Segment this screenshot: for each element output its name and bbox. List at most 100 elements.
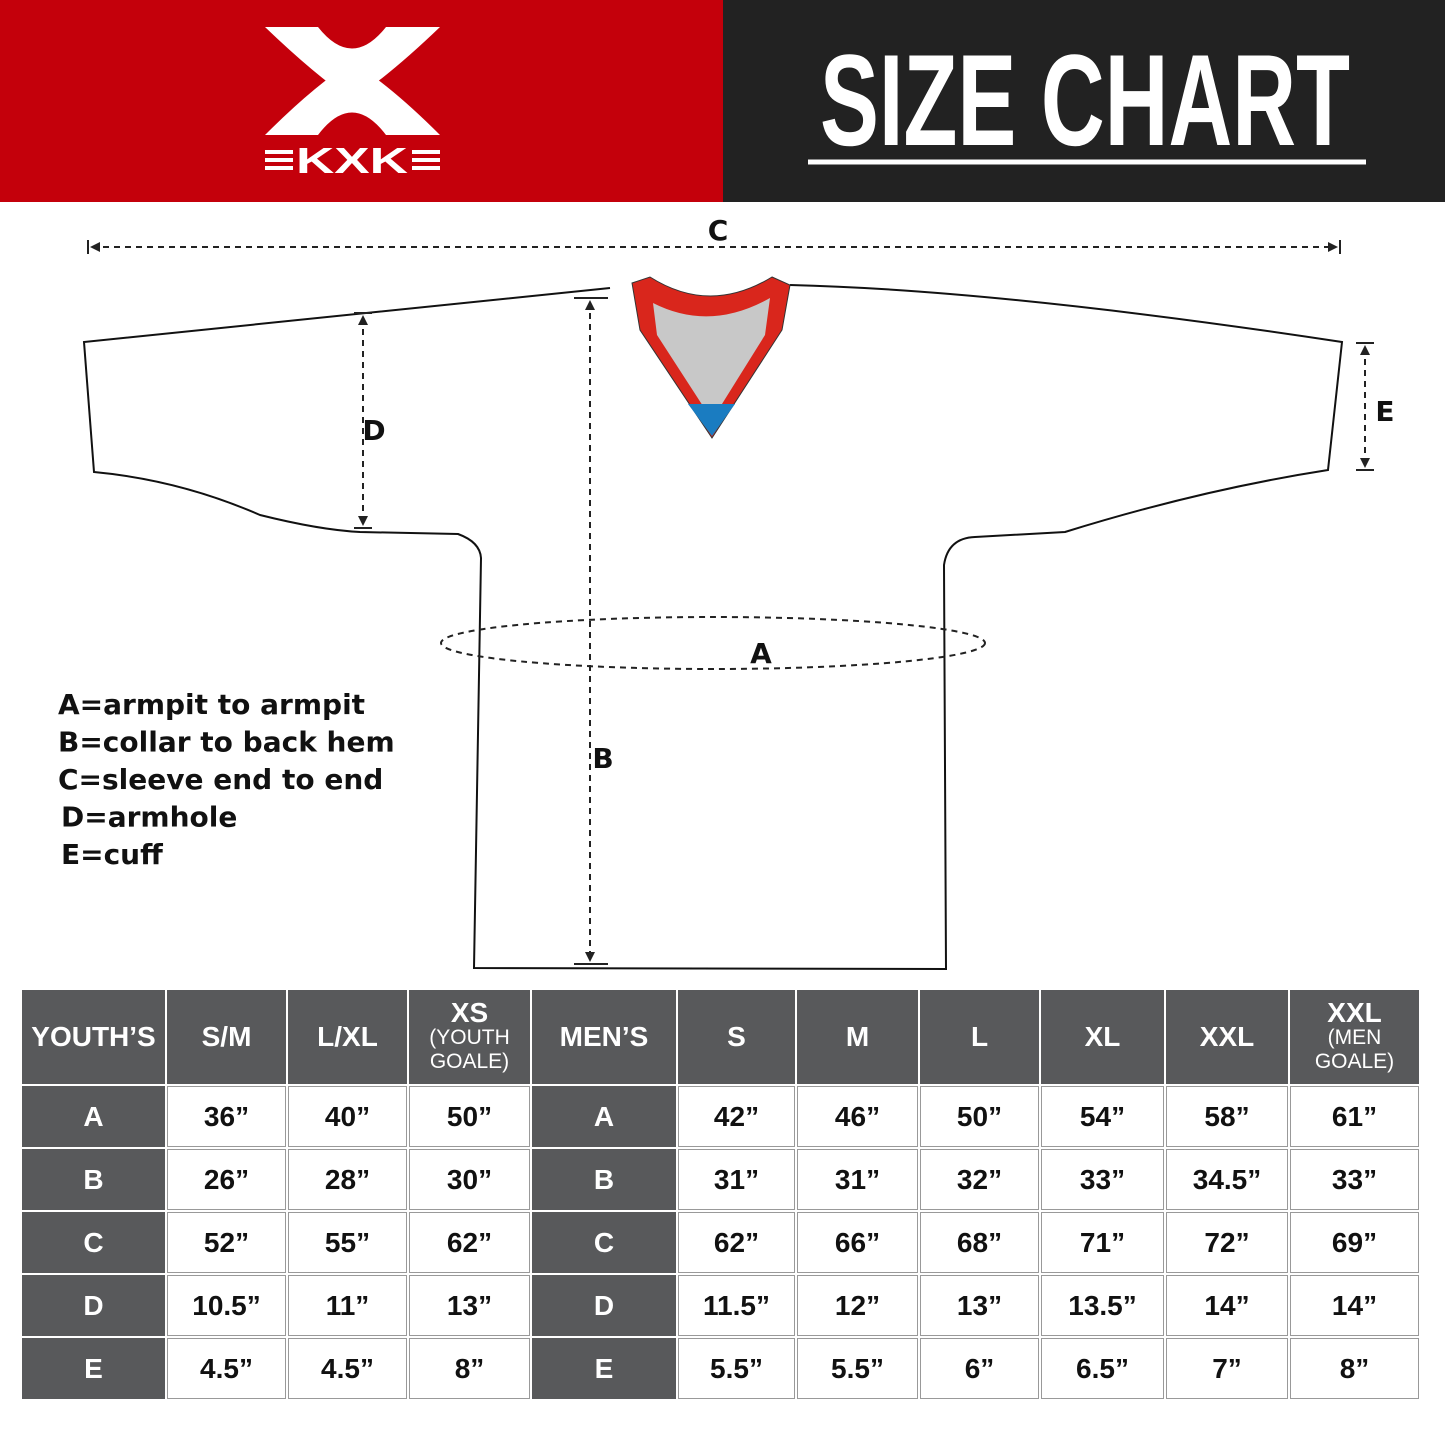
size-value: 14” — [1290, 1275, 1419, 1336]
size-value: 10.5” — [167, 1275, 286, 1336]
size-value: 31” — [797, 1149, 918, 1210]
row-label: D — [22, 1275, 165, 1336]
size-value: 8” — [1290, 1338, 1419, 1399]
size-value: 33” — [1290, 1149, 1419, 1210]
logo-text: KXK — [296, 140, 408, 181]
collar-insert — [688, 404, 735, 436]
size-value: 34.5” — [1166, 1149, 1288, 1210]
header-cell: S — [678, 990, 795, 1084]
label-a: A — [750, 637, 772, 670]
size-value: 6.5” — [1041, 1338, 1164, 1399]
size-value: 4.5” — [167, 1338, 286, 1399]
size-value: 5.5” — [678, 1338, 795, 1399]
legend-item: B=collar to back hem — [58, 726, 395, 759]
header-cell: XL — [1041, 990, 1164, 1084]
legend-item: A=armpit to armpit — [58, 688, 365, 721]
size-value: 31” — [678, 1149, 795, 1210]
label-b: B — [592, 742, 613, 775]
measure-lines — [87, 240, 1374, 965]
size-value: 55” — [288, 1212, 407, 1273]
row-label: C — [22, 1212, 165, 1273]
size-value: 4.5” — [288, 1338, 407, 1399]
row-label: E — [22, 1338, 165, 1399]
size-value: 40” — [288, 1086, 407, 1147]
header-text: S — [727, 1021, 746, 1052]
header-cell: XXL — [1166, 990, 1288, 1084]
size-value: 14” — [1166, 1275, 1288, 1336]
jersey-outline — [82, 284, 1344, 971]
size-value: 7” — [1166, 1338, 1288, 1399]
size-value: 50” — [409, 1086, 530, 1147]
size-value: 12” — [797, 1275, 918, 1336]
label-d: D — [362, 414, 385, 447]
row-label: A — [22, 1086, 165, 1147]
header-text: XXL — [1199, 1021, 1255, 1052]
size-value: 46” — [797, 1086, 918, 1147]
size-value: 66” — [797, 1212, 918, 1273]
header-cell: L/XL — [288, 990, 407, 1084]
size-value: 36” — [167, 1086, 286, 1147]
row-label: C — [532, 1212, 676, 1273]
header-text: MEN’S — [559, 1021, 649, 1052]
header-cell: MEN’S — [532, 990, 676, 1084]
header-text: XXL — [1327, 997, 1382, 1028]
size-value: 8” — [409, 1338, 530, 1399]
size-value: 13.5” — [1041, 1275, 1164, 1336]
header-text: L/XL — [317, 1021, 378, 1052]
size-value: 68” — [920, 1212, 1039, 1273]
collar-inner — [653, 298, 770, 420]
size-value: 58” — [1166, 1086, 1288, 1147]
size-value: 50” — [920, 1086, 1039, 1147]
size-value: 61” — [1290, 1086, 1419, 1147]
header-text: GOALE) — [1314, 1050, 1395, 1073]
header-cell: S/M — [167, 990, 286, 1084]
logo-mark — [265, 27, 440, 135]
size-value: 32” — [920, 1149, 1039, 1210]
legend-item: D=armhole — [61, 801, 237, 834]
size-value: 28” — [288, 1149, 407, 1210]
row-label: B — [22, 1149, 165, 1210]
header-cell: XS (YOUTH GOALE) — [409, 990, 530, 1084]
header-text: (YOUTH — [429, 1026, 510, 1049]
row-label: A — [532, 1086, 676, 1147]
title: SIZE CHART — [820, 27, 1350, 173]
header-cell: M — [797, 990, 918, 1084]
header-cell: YOUTH’S — [22, 990, 165, 1084]
illustration: KXK SIZE CHART C D A B E A=armpit to arm… — [0, 0, 1445, 971]
size-value: 13” — [409, 1275, 530, 1336]
size-value: 33” — [1041, 1149, 1164, 1210]
row-label: E — [532, 1338, 676, 1399]
size-value: 11” — [288, 1275, 407, 1336]
size-value: 30” — [409, 1149, 530, 1210]
header-text: YOUTH’S — [31, 1021, 156, 1052]
size-value: 62” — [678, 1212, 795, 1273]
size-value: 54” — [1041, 1086, 1164, 1147]
header-text: XS — [450, 997, 489, 1028]
header-text: (MEN — [1327, 1026, 1382, 1049]
size-value: 62” — [409, 1212, 530, 1273]
size-value: 11.5” — [678, 1275, 795, 1336]
size-value: 72” — [1166, 1212, 1288, 1273]
size-value: 5.5” — [797, 1338, 918, 1399]
row-label: D — [532, 1275, 676, 1336]
label-c: C — [708, 214, 729, 247]
label-e: E — [1375, 395, 1394, 428]
row-label: B — [532, 1149, 676, 1210]
header-text: L — [970, 1021, 989, 1052]
header-cell: L — [920, 990, 1039, 1084]
size-value: 6” — [920, 1338, 1039, 1399]
header-dark — [723, 0, 1445, 202]
header-text: GOALE) — [429, 1050, 510, 1073]
size-value: 13” — [920, 1275, 1039, 1336]
legend: A=armpit to armpit B=collar to back hem C=… — [58, 688, 395, 871]
logo-bars — [265, 150, 440, 170]
size-value: 69” — [1290, 1212, 1419, 1273]
header-text: XL — [1084, 1021, 1121, 1052]
legend-item: E=cuff — [61, 838, 163, 871]
header-cell: XXL (MEN GOALE) — [1290, 990, 1419, 1084]
size-value: 42” — [678, 1086, 795, 1147]
size-value: 26” — [167, 1149, 286, 1210]
size-value: 71” — [1041, 1212, 1164, 1273]
header-text: M — [845, 1021, 870, 1052]
